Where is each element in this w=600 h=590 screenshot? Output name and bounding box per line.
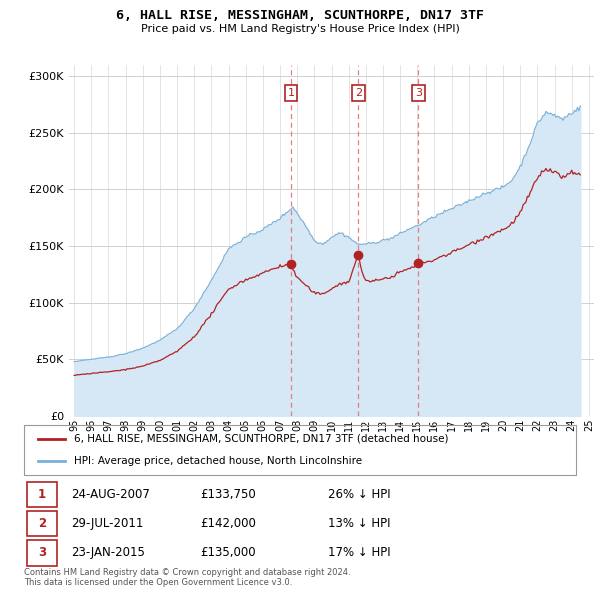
Text: 6, HALL RISE, MESSINGHAM, SCUNTHORPE, DN17 3TF (detached house): 6, HALL RISE, MESSINGHAM, SCUNTHORPE, DN… <box>74 434 448 444</box>
Text: 3: 3 <box>38 546 46 559</box>
Text: 1: 1 <box>38 488 46 501</box>
Text: HPI: Average price, detached house, North Lincolnshire: HPI: Average price, detached house, Nort… <box>74 456 362 466</box>
Text: 17% ↓ HPI: 17% ↓ HPI <box>328 546 390 559</box>
Text: £133,750: £133,750 <box>200 488 256 501</box>
Text: £135,000: £135,000 <box>200 546 256 559</box>
Text: 2: 2 <box>38 517 46 530</box>
Text: 29-JUL-2011: 29-JUL-2011 <box>71 517 143 530</box>
Text: 6, HALL RISE, MESSINGHAM, SCUNTHORPE, DN17 3TF: 6, HALL RISE, MESSINGHAM, SCUNTHORPE, DN… <box>116 9 484 22</box>
FancyBboxPatch shape <box>27 481 57 507</box>
Text: 2: 2 <box>355 88 362 98</box>
Text: 24-AUG-2007: 24-AUG-2007 <box>71 488 150 501</box>
Text: 3: 3 <box>415 88 422 98</box>
Text: 13% ↓ HPI: 13% ↓ HPI <box>328 517 390 530</box>
Text: 26% ↓ HPI: 26% ↓ HPI <box>328 488 390 501</box>
FancyBboxPatch shape <box>27 511 57 536</box>
Text: Price paid vs. HM Land Registry's House Price Index (HPI): Price paid vs. HM Land Registry's House … <box>140 24 460 34</box>
Text: Contains HM Land Registry data © Crown copyright and database right 2024.
This d: Contains HM Land Registry data © Crown c… <box>24 568 350 587</box>
Text: £142,000: £142,000 <box>200 517 257 530</box>
FancyBboxPatch shape <box>27 540 57 566</box>
Text: 23-JAN-2015: 23-JAN-2015 <box>71 546 145 559</box>
Text: 1: 1 <box>287 88 295 98</box>
